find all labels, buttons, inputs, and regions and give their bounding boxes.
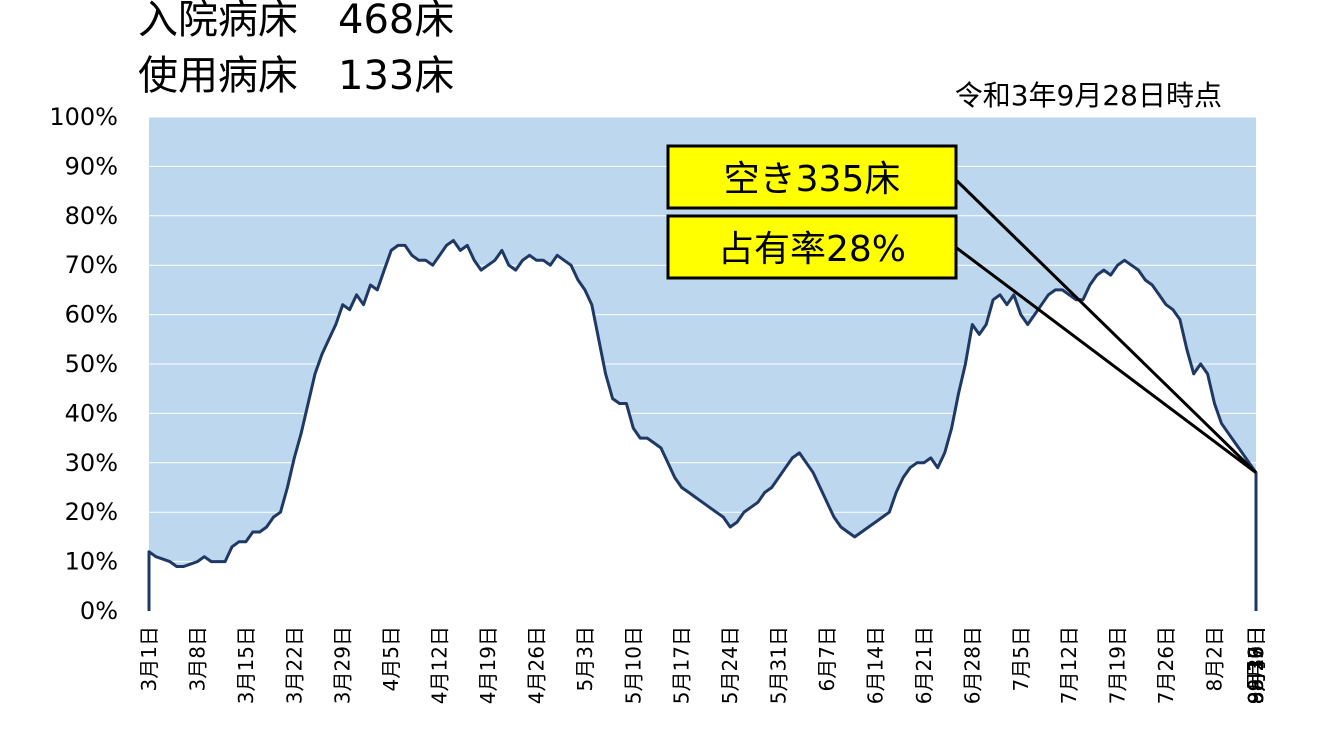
x-tick-label: 5月3日 [573, 626, 597, 691]
x-tick-label: 6月7日 [815, 626, 839, 691]
x-tick-label: 8月30日 [1244, 626, 1268, 704]
used-beds-line: 使用病床 133床 [138, 56, 454, 96]
x-tick-label: 9月6日 [1244, 626, 1268, 691]
vacant-callout-text: 空き335床 [724, 159, 901, 200]
vacant-callout-box [666, 144, 958, 210]
x-tick-label: 7月26日 [1154, 626, 1178, 704]
x-tick-label: 5月31日 [767, 626, 791, 704]
x-tick-label: 3月29日 [331, 626, 355, 704]
callout-leader-lines [952, 176, 1258, 474]
x-tick-label: 8月2日 [1202, 626, 1226, 691]
x-tick-label: 6月21日 [912, 626, 936, 704]
as-of-date: 令和3年9月28日時点 [954, 79, 1222, 112]
x-tick-label: 3月8日 [185, 626, 209, 691]
x-tick-label: 3月1日 [137, 626, 161, 691]
y-tick-label: 40% [65, 399, 118, 427]
leader-line [953, 244, 1257, 474]
x-tick-label: 8月9日 [1244, 626, 1268, 691]
x-axis: 3月1日 3月8日 3月15日 3月22日 3月29日 4月5日 4月12日 4月19日 4月2… [137, 626, 1268, 704]
x-tick-label: 6月28日 [960, 626, 984, 704]
occupancy-callout-box [666, 214, 958, 280]
y-tick-label: 70% [65, 251, 118, 279]
occupancy-area [149, 240, 1256, 611]
y-tick-label: 20% [65, 498, 118, 526]
x-tick-label: 4月5日 [379, 626, 403, 691]
x-tick-label: 7月12日 [1057, 626, 1081, 704]
x-tick-label: 7月19日 [1106, 626, 1130, 704]
y-tick-label: 10% [65, 548, 118, 576]
x-tick-label: 6月14日 [863, 626, 887, 704]
total-beds-line: 入院病床 468床 [138, 0, 454, 40]
x-tick-label: 4月12日 [428, 626, 452, 704]
x-tick-label: 9月27日 [1244, 626, 1268, 704]
x-tick-label: 9月13日 [1244, 626, 1268, 704]
used-beds-value: 133床 [338, 53, 455, 99]
x-tick-label: 9月20日 [1244, 626, 1268, 704]
used-beds-label: 使用病床 [138, 53, 298, 99]
y-tick-label: 100% [49, 103, 118, 131]
x-tick-label: 5月10日 [621, 626, 645, 704]
leader-line [952, 176, 1258, 474]
x-tick-label: 7月5日 [1009, 626, 1033, 691]
y-tick-label: 0% [80, 597, 118, 625]
x-tick-label: 4月26日 [524, 626, 548, 704]
y-tick-label: 30% [65, 449, 118, 477]
total-beds-label: 入院病床 [138, 0, 298, 43]
x-tick-label: 8月16日 [1244, 626, 1268, 704]
x-tick-label: 4月19日 [476, 626, 500, 704]
y-tick-label: 60% [65, 301, 118, 329]
total-beds-value: 468床 [338, 0, 455, 43]
y-tick-label: 90% [65, 152, 118, 180]
y-tick-label: 50% [65, 350, 118, 378]
occupancy-callout-text: 占有率28% [718, 229, 906, 270]
occupancy-line [147, 239, 1258, 611]
y-axis: 0% 10% 20% 30% 40% 50% 60% 70% 80% 90% 100% [49, 103, 118, 625]
y-tick-label: 80% [65, 202, 118, 230]
x-tick-label: 5月24日 [718, 626, 742, 704]
x-tick-label: 5月17日 [670, 626, 694, 704]
x-tick-label: 3月15日 [234, 626, 258, 704]
x-tick-label: 8月23日 [1244, 626, 1268, 704]
x-tick-label: 3月22日 [282, 626, 306, 704]
